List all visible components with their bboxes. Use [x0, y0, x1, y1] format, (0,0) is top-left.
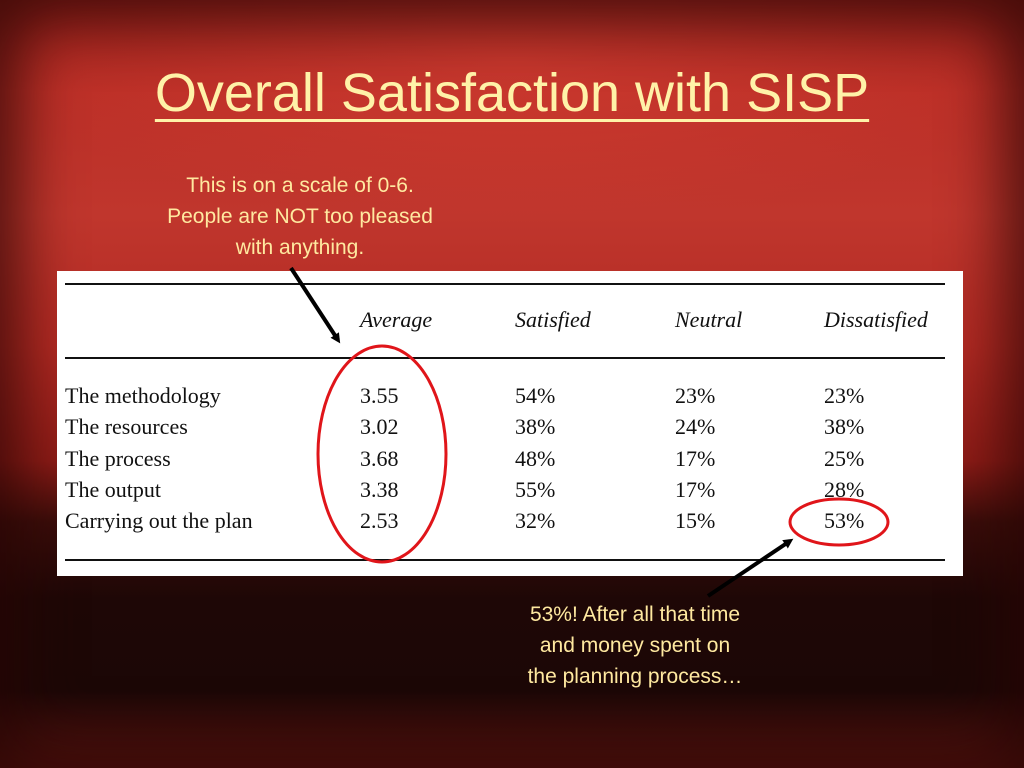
row-label: The output: [65, 477, 161, 502]
cell-average: 3.38: [360, 477, 399, 502]
column-header-neutral: Neutral: [675, 307, 743, 332]
annotation-line: with anything.: [235, 236, 365, 259]
cell-dissatisfied: 38%: [824, 414, 865, 439]
table-bottom-rule: [65, 559, 945, 561]
cell-satisfied: 32%: [515, 508, 556, 533]
cell-neutral: 23%: [675, 383, 716, 408]
cell-satisfied: 38%: [515, 414, 556, 439]
cell-dissatisfied: 23%: [824, 383, 865, 408]
cell-neutral: 17%: [675, 477, 716, 502]
annotation-line: the planning process…: [527, 665, 743, 688]
cell-satisfied: 54%: [515, 383, 556, 408]
column-header-dissatisfied: Dissatisfied: [824, 307, 928, 332]
annotation-dissatisfied-note: 53%! After all that time and money spent…: [490, 599, 780, 692]
row-label: The process: [65, 446, 171, 471]
column-header-average: Average: [360, 307, 433, 332]
column-header-satisfied: Satisfied: [515, 307, 591, 332]
row-label: The resources: [65, 414, 188, 439]
row-label: Carrying out the plan: [65, 508, 253, 533]
satisfaction-table: Average Satisfied Neutral Dissatisfied T…: [57, 271, 963, 576]
annotation-line: 53%! After all that time: [529, 603, 741, 626]
cell-average: 3.02: [360, 414, 399, 439]
annotation-line: This is on a scale of 0-6.: [186, 174, 414, 197]
cell-dissatisfied: 25%: [824, 446, 865, 471]
cell-dissatisfied: 53%: [824, 508, 865, 533]
row-label: The methodology: [65, 383, 221, 408]
annotation-line: and money spent on: [539, 634, 731, 657]
cell-neutral: 24%: [675, 414, 716, 439]
cell-average: 3.55: [360, 383, 399, 408]
table-top-rule: [65, 283, 945, 285]
table-header-rule: [65, 357, 945, 359]
cell-satisfied: 55%: [515, 477, 556, 502]
annotation-line: People are NOT too pleased: [167, 205, 433, 228]
cell-satisfied: 48%: [515, 446, 556, 471]
cell-dissatisfied: 28%: [824, 477, 865, 502]
cell-average: 3.68: [360, 446, 399, 471]
cell-neutral: 15%: [675, 508, 716, 533]
slide-title: Overall Satisfaction with SISP: [154, 63, 870, 123]
annotation-scale-note: This is on a scale of 0-6. People are NO…: [130, 170, 470, 263]
cell-neutral: 17%: [675, 446, 716, 471]
cell-average: 2.53: [360, 508, 399, 533]
